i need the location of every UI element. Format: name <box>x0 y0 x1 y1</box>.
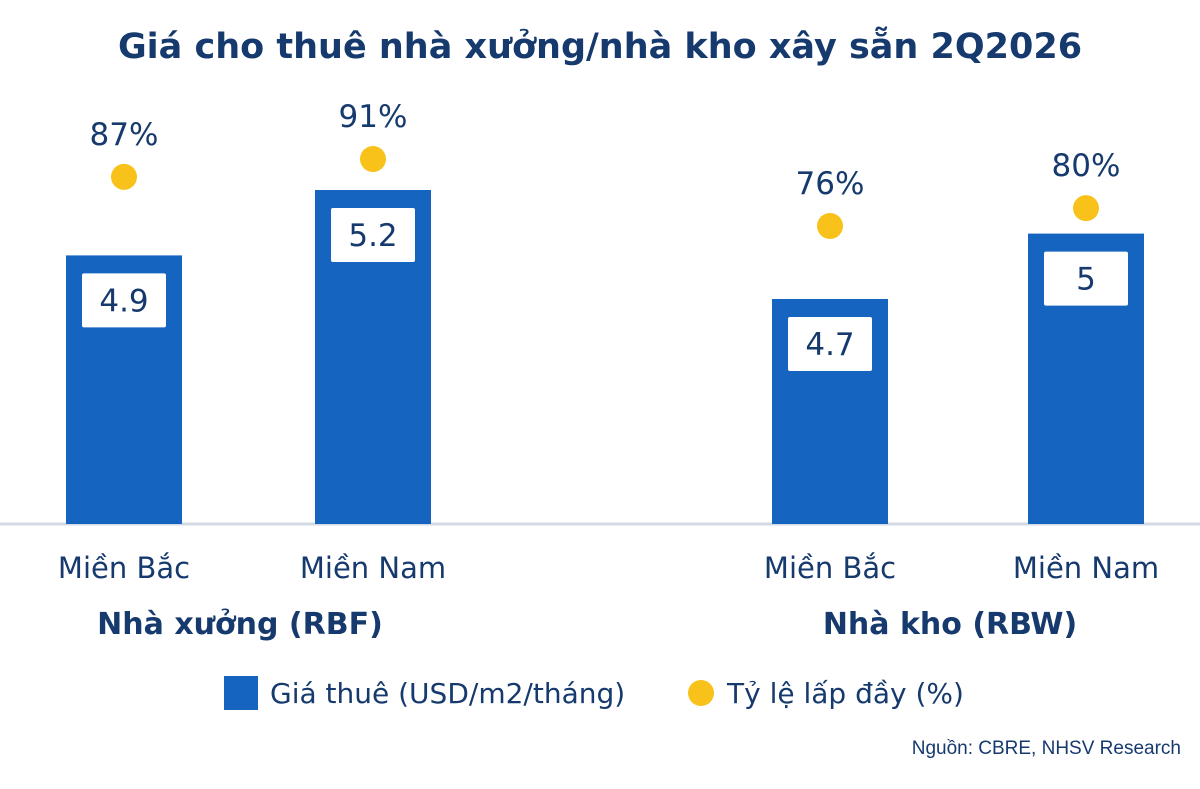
occupancy-dot-1-0 <box>817 213 843 239</box>
category-label-1-0: Miền Bắc <box>764 551 896 585</box>
value-label-box-0-1 <box>331 208 415 262</box>
legend-bar-label: Giá thuê (USD/m2/tháng) <box>270 677 625 710</box>
legend-dot-label: Tỷ lệ lấp đầy (%) <box>726 677 964 710</box>
legend-dot-swatch <box>688 680 714 706</box>
source-note: Nguồn: CBRE, NHSV Research <box>912 738 1181 759</box>
category-label-0-1: Miền Nam <box>300 551 446 585</box>
legend: Giá thuê (USD/m2/tháng) Tỷ lệ lấp đầy (%… <box>224 676 964 710</box>
group-label-0: Nhà xưởng (RBF) <box>97 607 383 642</box>
legend-bar-swatch <box>224 676 258 710</box>
occupancy-dot-1-1 <box>1073 195 1099 222</box>
value-label-1-1: 5 <box>1076 262 1096 298</box>
category-label-0-0: Miền Bắc <box>58 551 190 585</box>
value-label-box-1-0 <box>788 317 872 371</box>
occupancy-dot-0-1 <box>360 146 386 172</box>
occupancy-label-1-1: 80% <box>1052 148 1121 184</box>
category-label-1-1: Miền Nam <box>1013 551 1159 585</box>
chart-title: Giá cho thuê nhà xưởng/nhà kho xây sẵn 2… <box>118 26 1082 67</box>
occupancy-label-0-0: 87% <box>90 117 159 153</box>
occupancy-dot-0-0 <box>111 163 137 190</box>
value-label-box-0-0 <box>82 273 166 328</box>
group-label-1: Nhà kho (RBW) <box>823 607 1077 642</box>
value-label-1-0: 4.7 <box>805 327 854 363</box>
dots-layer: 87% 91% 76% 80% <box>90 99 1121 239</box>
labels-layer: Miền Bắc Miền Nam Nhà xưởng (RBF) Miền Bắc M… <box>58 551 1159 642</box>
occupancy-label-0-1: 91% <box>339 99 408 135</box>
occupancy-label-1-0: 76% <box>796 166 865 202</box>
value-label-0-1: 5.2 <box>348 218 397 254</box>
value-label-box-1-1 <box>1044 251 1128 306</box>
bars-layer: 4.9 5.2 4.7 5 <box>66 190 1144 524</box>
value-label-0-0: 4.9 <box>99 283 148 319</box>
